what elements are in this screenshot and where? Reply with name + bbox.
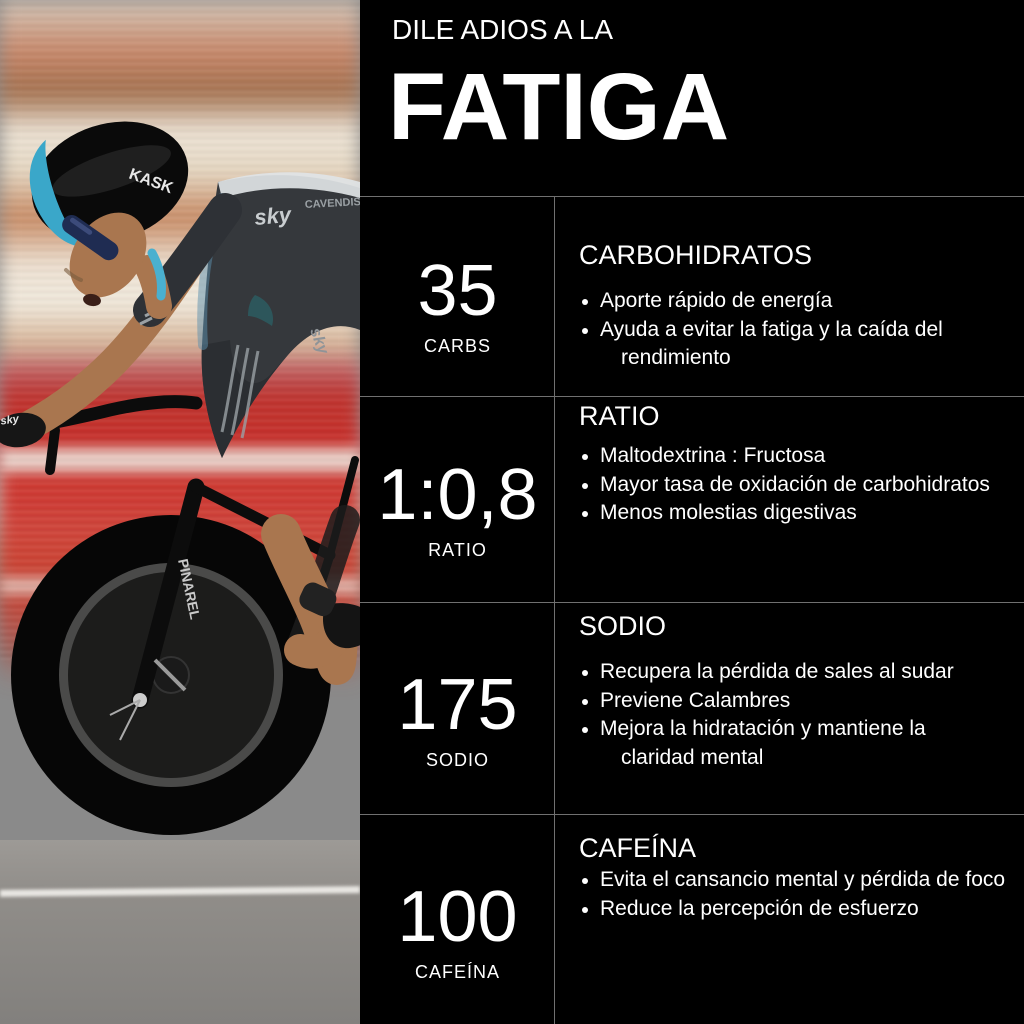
svg-text:sky: sky — [253, 202, 294, 230]
svg-text:sky: sky — [306, 326, 331, 358]
